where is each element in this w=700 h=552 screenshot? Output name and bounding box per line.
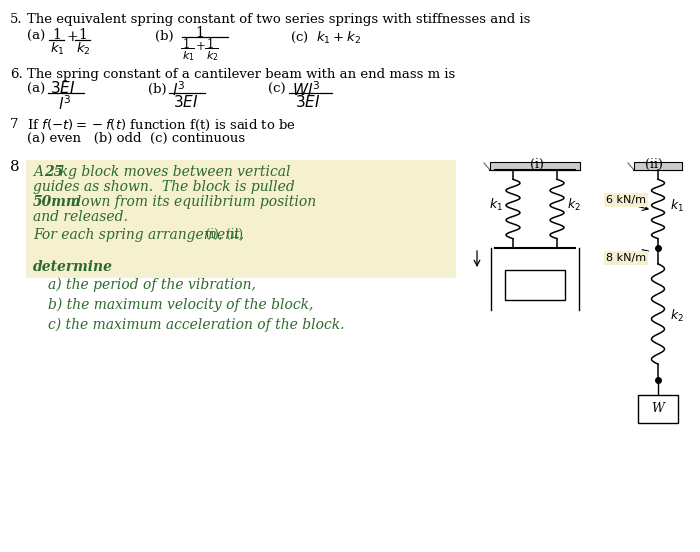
- Text: If $f(-t) = - f(t)$ function f(t) is said to be: If $f(-t) = - f(t)$ function f(t) is sai…: [27, 118, 296, 133]
- Text: 1: 1: [207, 38, 214, 51]
- Text: (c)  $k_1 + k_2$: (c) $k_1 + k_2$: [290, 30, 361, 45]
- Text: (b): (b): [155, 30, 174, 43]
- Text: W: W: [652, 402, 664, 416]
- Text: (a): (a): [27, 83, 46, 96]
- Text: determine: determine: [33, 260, 113, 274]
- Text: -kg block moves between vertical: -kg block moves between vertical: [55, 165, 290, 179]
- Text: $3EI$: $3EI$: [295, 94, 321, 110]
- Bar: [638, 395, 678, 423]
- Text: 5.: 5.: [10, 13, 22, 26]
- Text: $k_2$: $k_2$: [567, 197, 581, 213]
- Text: (a) even   (b) odd  (c) continuous: (a) even (b) odd (c) continuous: [27, 132, 245, 145]
- Bar: [634, 162, 682, 170]
- Text: $Wl^3$: $Wl^3$: [292, 80, 321, 99]
- Text: (i): (i): [530, 158, 544, 171]
- Text: $k_2$: $k_2$: [206, 49, 218, 63]
- Text: $k_2$: $k_2$: [670, 308, 684, 324]
- Text: For each spring arrangement,: For each spring arrangement,: [33, 228, 244, 242]
- Text: A: A: [33, 165, 48, 179]
- Text: $l^3$: $l^3$: [172, 80, 186, 99]
- Text: 8 kN/m: 8 kN/m: [606, 253, 646, 263]
- Text: a) the period of the vibration,: a) the period of the vibration,: [48, 278, 256, 293]
- Text: $k_1$: $k_1$: [182, 49, 195, 63]
- Text: b) the maximum velocity of the block,: b) the maximum velocity of the block,: [48, 298, 314, 312]
- Text: (i), (ii): (i), (ii): [202, 228, 243, 241]
- Text: (a): (a): [27, 30, 46, 43]
- Text: guides as shown.  The block is pulled: guides as shown. The block is pulled: [33, 180, 295, 194]
- Text: 8: 8: [10, 160, 20, 174]
- Text: 6.: 6.: [10, 68, 22, 81]
- Text: (c): (c): [268, 83, 286, 96]
- Text: c) the maximum acceleration of the block.: c) the maximum acceleration of the block…: [48, 318, 344, 332]
- Bar: [505, 270, 565, 300]
- Text: (ii): (ii): [645, 158, 663, 171]
- Text: 6 kN/m: 6 kN/m: [606, 195, 646, 205]
- Text: $3EI$: $3EI$: [50, 80, 76, 96]
- Text: $k_1$: $k_1$: [670, 198, 684, 214]
- Text: 7: 7: [10, 118, 18, 131]
- Text: $l^3$: $l^3$: [58, 94, 71, 113]
- Text: 1: 1: [52, 28, 61, 42]
- Text: $k_2$: $k_2$: [76, 41, 90, 57]
- Text: 1: 1: [195, 26, 204, 40]
- Text: 25: 25: [44, 165, 63, 179]
- Text: (b): (b): [148, 83, 167, 96]
- Text: 50mm: 50mm: [33, 195, 81, 209]
- Bar: [26, 160, 456, 278]
- Text: 1: 1: [78, 28, 87, 42]
- Text: $3EI$: $3EI$: [173, 94, 198, 110]
- Text: The spring constant of a cantilever beam with an end mass m is: The spring constant of a cantilever beam…: [27, 68, 455, 81]
- Text: $k_1$: $k_1$: [50, 41, 64, 57]
- Text: +: +: [196, 40, 206, 53]
- Text: $k_1$: $k_1$: [489, 197, 503, 213]
- Text: +: +: [66, 30, 78, 44]
- Text: The equivalent spring constant of two series springs with stiffnesses and is: The equivalent spring constant of two se…: [27, 13, 531, 26]
- Bar: [490, 162, 580, 170]
- Text: and released.: and released.: [33, 210, 128, 224]
- Text: down from its equilibrium position: down from its equilibrium position: [68, 195, 316, 209]
- Text: 1: 1: [183, 38, 190, 51]
